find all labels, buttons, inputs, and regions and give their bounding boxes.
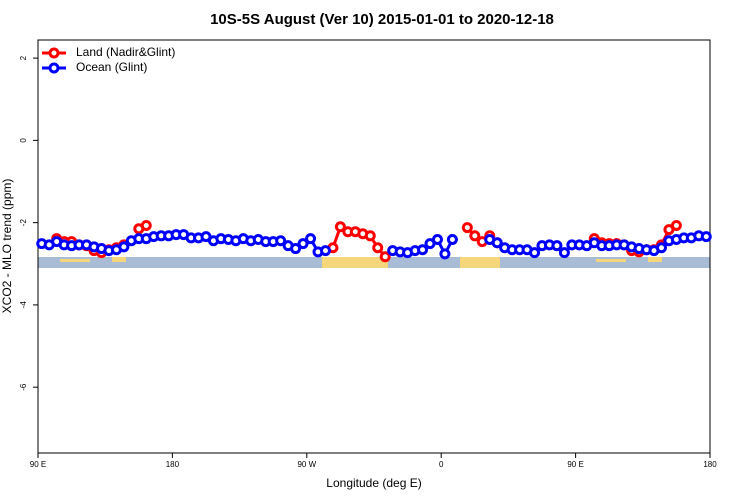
y-tick-label: -4 (19, 301, 28, 309)
data-point (297, 238, 309, 250)
land-strip (60, 259, 90, 262)
map-strip (38, 257, 710, 268)
legend-marker (48, 62, 60, 74)
y-tick-label: 2 (19, 55, 28, 60)
data-point (431, 234, 443, 246)
data-point (461, 222, 473, 234)
data-point (319, 245, 331, 257)
land-strip (112, 257, 126, 262)
land-strip (648, 257, 662, 262)
data-point (364, 230, 376, 242)
data-point (379, 251, 391, 263)
legend-marker (48, 47, 60, 59)
data-point (417, 244, 429, 256)
data-point (275, 235, 287, 247)
x-tick-label: 180 (703, 460, 717, 469)
data-point (372, 242, 384, 254)
data-point (551, 240, 563, 252)
land-strip (596, 259, 626, 262)
y-axis-label: XCO2 - MLO trend (ppm) (0, 179, 14, 314)
y-tick-label: 0 (19, 138, 28, 143)
data-point (118, 241, 130, 253)
chart-title: 10S-5S August (Ver 10) 2015-01-01 to 202… (210, 11, 554, 28)
y-tick-label: -6 (19, 383, 28, 391)
data-point (670, 220, 682, 232)
x-tick-label: 90 E (30, 460, 46, 469)
data-point (655, 242, 667, 254)
x-tick-label: 90 W (297, 460, 316, 469)
x-tick-label: 90 E (567, 460, 583, 469)
legend-label: Land (Nadir&Glint) (76, 45, 175, 59)
data-point (700, 231, 712, 243)
data-point (305, 233, 317, 245)
series (36, 229, 712, 260)
data-point (469, 230, 481, 242)
x-axis-label: Longitude (deg E) (326, 476, 421, 490)
data-point (529, 247, 541, 259)
data-point (558, 247, 570, 259)
x-tick-label: 180 (166, 460, 180, 469)
data-point (334, 221, 346, 233)
land-strip (322, 257, 388, 268)
x-tick-label: 0 (439, 460, 444, 469)
y-tick-label: -2 (19, 219, 28, 227)
legend-label: Ocean (Glint) (76, 60, 147, 74)
legend: Land (Nadir&Glint)Ocean (Glint) (42, 45, 175, 74)
data-point (491, 237, 503, 249)
data-point (446, 234, 458, 246)
data-point (439, 248, 451, 260)
land-strip (460, 257, 500, 268)
data-point (140, 220, 152, 232)
data-point (290, 243, 302, 255)
